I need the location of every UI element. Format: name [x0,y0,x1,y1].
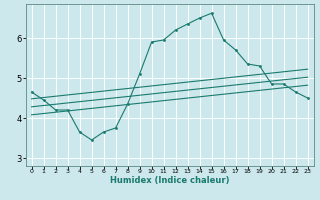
X-axis label: Humidex (Indice chaleur): Humidex (Indice chaleur) [110,176,229,185]
